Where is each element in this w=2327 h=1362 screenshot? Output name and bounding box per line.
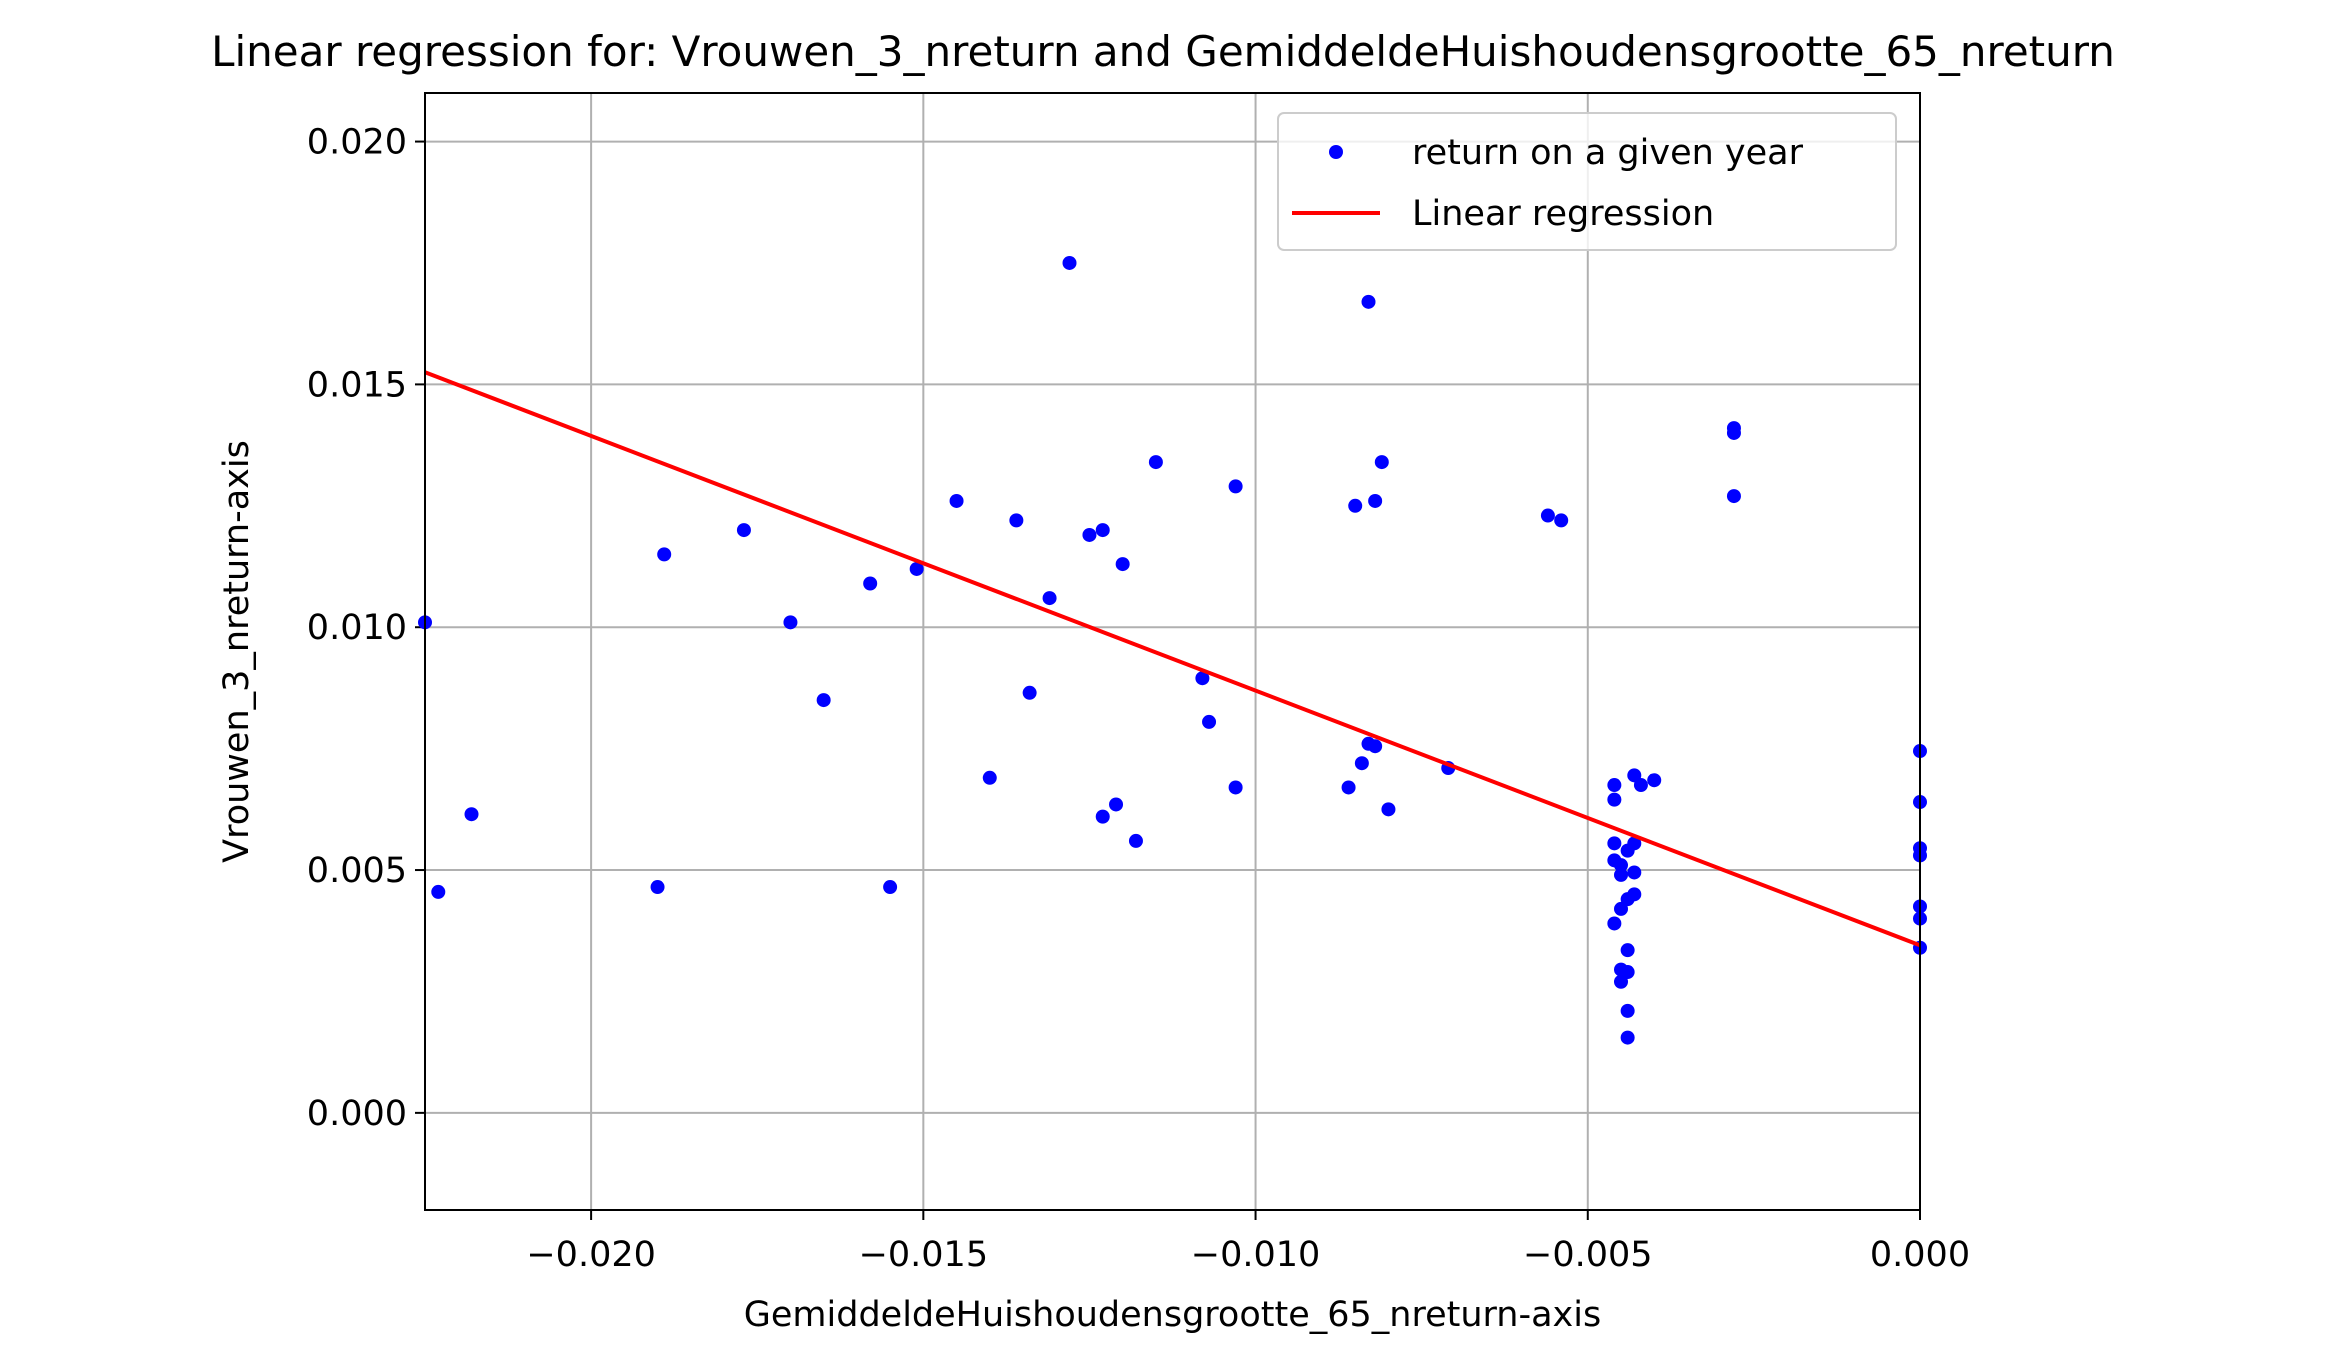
x-axis-label: GemiddeldeHuishoudensgrootte_65_nreturn-… [744,1295,1601,1335]
scatter-point [816,693,831,708]
scatter-point [1228,780,1243,795]
scatter-point [431,884,446,899]
scatter-point [1228,479,1243,494]
scatter-point [1109,797,1124,812]
scatter-point [464,807,479,822]
scatter-point [1614,858,1628,873]
scatter-point [1627,836,1642,851]
scatter-point [982,770,997,785]
grid-lines [425,93,1921,1210]
scatter-point [1115,557,1130,572]
scatter-point [909,561,924,576]
scatter-point [1348,498,1363,513]
scatter-point [883,880,898,895]
scatter-point [1368,739,1383,754]
scatter-point [1620,965,1635,980]
plot-area-frame [424,92,1921,1211]
y-tick-label: 0.015 [307,365,407,405]
chart-title: Linear regression for: Vrouwen_3_nreturn… [211,27,2115,76]
scatter-point [1095,809,1110,824]
scatter-point [1374,455,1389,470]
x-tick-label: −0.015 [859,1235,989,1275]
x-tick-label: −0.020 [526,1235,656,1275]
y-tick-label: 0.010 [307,608,407,648]
scatter-point [1361,294,1376,309]
scatter-point [1614,867,1628,882]
x-tick-label: −0.005 [1523,1235,1653,1275]
scatter-point [1647,773,1662,788]
scatter-point [1354,756,1369,771]
scatter-point [949,493,964,508]
scatter-point [783,615,798,630]
scatter-point [1726,489,1741,504]
scatter-point [1022,685,1037,700]
scatter-point [1607,916,1622,931]
scatter-point [1627,865,1642,880]
scatter-point [1607,836,1622,851]
scatter-point [1368,493,1383,508]
y-tick-label: 0.020 [307,123,407,163]
scatter-point [1341,780,1356,795]
scatter-point [657,547,672,562]
scatter-point [1607,778,1622,793]
axis-ticks: −0.020 −0.015 −0.010 −0.005 0.000 0.000 0.005 0… [307,123,1970,1275]
scatter-point [1009,513,1024,528]
plot-series [418,255,1927,1045]
scatter-point [1381,802,1396,817]
scatter-point [1148,455,1163,470]
scatter-point [1627,887,1642,902]
y-tick-label: 0.000 [307,1094,407,1134]
scatter-point [736,523,751,538]
x-tick-label: −0.010 [1191,1235,1321,1275]
scatter-point [1607,792,1622,807]
scatter-point [1620,1003,1635,1018]
legend: return on a given year Linear regression [1277,112,1897,251]
x-tick-label: 0.000 [1870,1235,1970,1275]
scatter-point [1082,527,1097,542]
scatter-point [1620,943,1635,958]
scatter-point [1062,255,1077,270]
scatter-point [1042,591,1057,606]
regression-line [424,370,1921,948]
scatter-point [1128,833,1143,848]
scatter-point [1633,778,1648,793]
scatter-point [1540,508,1555,523]
scatter-point [1202,714,1217,729]
legend-marker-scatter [1329,145,1343,159]
scatter-point [863,576,878,591]
scatter-point [1620,1030,1635,1045]
legend-label-scatter: return on a given year [1412,133,1804,173]
legend-box [1277,112,1897,251]
scatter-point [1726,425,1741,440]
scatter-point [1095,523,1110,538]
y-axis-label: Vrouwen_3_nreturn-axis [217,440,257,863]
scatter-point [1554,513,1569,528]
scatter-point [1195,671,1210,686]
scatter-point [650,880,665,895]
legend-label-line: Linear regression [1412,194,1714,234]
y-tick-label: 0.005 [307,851,407,891]
